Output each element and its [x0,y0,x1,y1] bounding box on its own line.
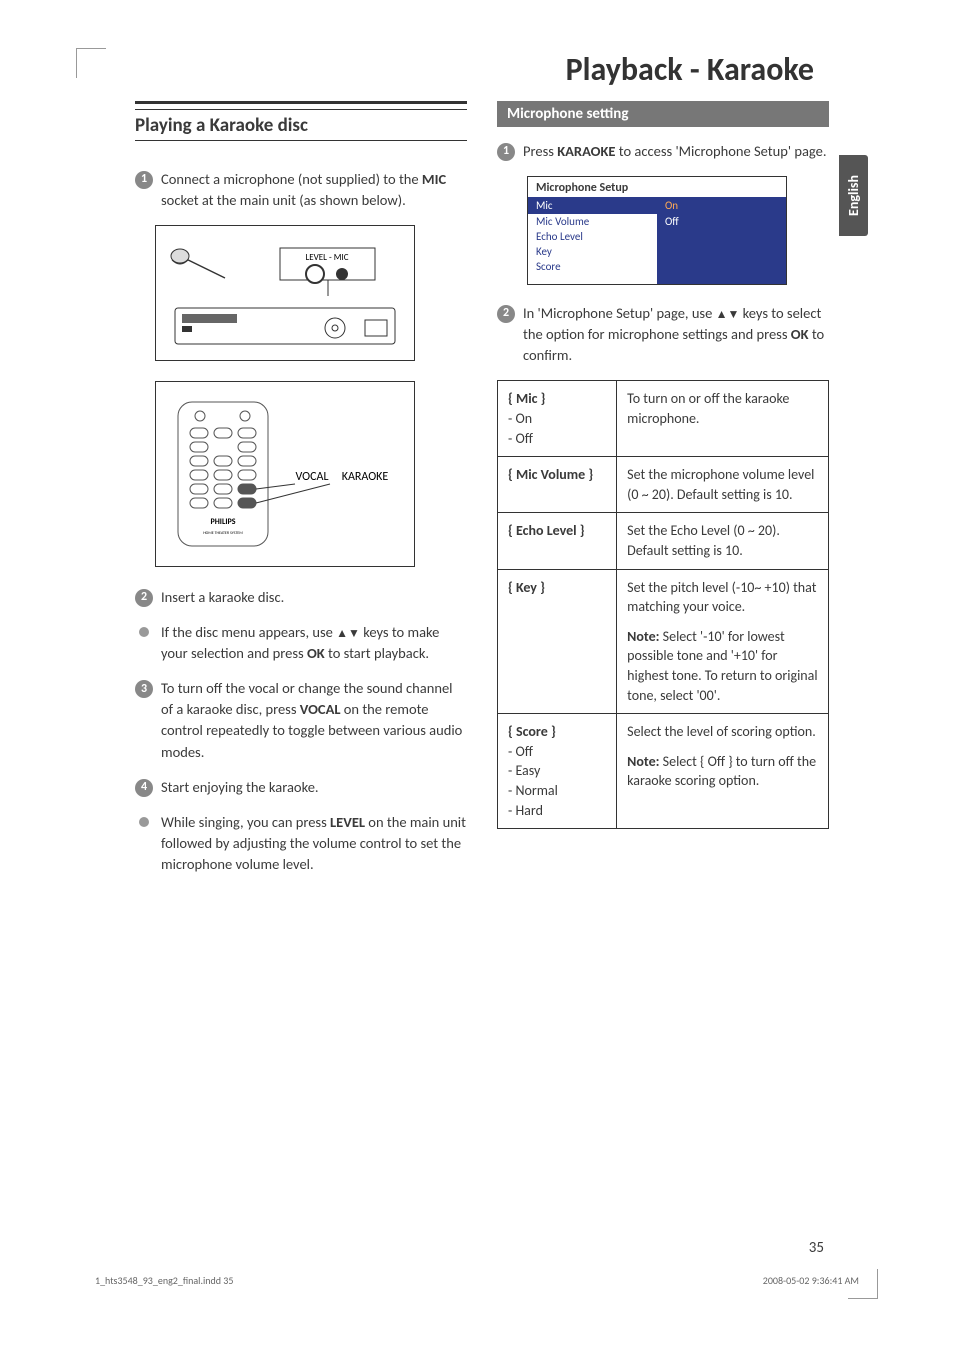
step-1-text: Connect a microphone (not supplied) to t… [161,169,467,211]
mic-setup-on: On [657,197,786,214]
settings-label: { Echo Level } [498,513,617,569]
bullet-marker [139,817,149,827]
mic-setup-item: Mic Volume [528,214,657,229]
step-2-marker: 2 [135,589,153,607]
mic-setup-item: Echo Level [528,229,657,244]
subheading: Microphone setting [497,101,829,127]
vocal-label: VOCAL [296,470,329,484]
svg-text:PHILIPS: PHILIPS [211,517,236,527]
bullet-marker [139,627,149,637]
mic-setup-item: Score [528,259,657,274]
settings-desc: Select the level of scoring option.Note:… [617,714,829,829]
r-step-1-marker: 1 [497,143,515,161]
bullet-1-text: If the disc menu appears, use ▲▼ keys to… [161,622,467,664]
footer-left: 1_hts3548_93_eng2_final.indd 35 [95,1274,233,1287]
mic-setup-item: Key [528,244,657,259]
crop-mark-top-left [76,48,106,78]
page-number: 35 [809,1239,824,1257]
main-unit-illustration: LEVEL - MIC [155,225,415,361]
step-4-marker: 4 [135,779,153,797]
footer-right: 2008-05-02 9:36:41 AM [763,1274,859,1287]
settings-desc: Set the Echo Level (0 ~ 20). Default set… [617,513,829,569]
settings-table: { Mic }- On- OffTo turn on or off the ka… [497,380,829,829]
r-step-2-marker: 2 [497,305,515,323]
remote-illustration: PHILIPS HOME THEATER SYSTEM VOCAL KARAOK… [155,381,415,567]
mic-setup-title: Microphone Setup [528,177,786,197]
step-1-marker: 1 [135,171,153,189]
r-step-1-text: Press KARAOKE to access 'Microphone Setu… [523,141,829,162]
page-title: Playback - Karaoke [80,50,884,89]
mic-setup-off: Off [657,214,786,229]
mic-setup-right-panel: Off [657,214,786,284]
right-column: Microphone setting 1 Press KARAOKE to ac… [497,101,829,889]
settings-desc: Set the microphone volume level (0 ~ 20)… [617,457,829,513]
step-2-text: Insert a karaoke disc. [161,587,467,608]
step-3-marker: 3 [135,680,153,698]
settings-desc: To turn on or off the karaoke microphone… [617,381,829,457]
level-mic-label: LEVEL - MIC [305,252,348,263]
language-tab: English [839,155,868,236]
step-3-text: To turn off the vocal or change the soun… [161,678,467,762]
step-4-text: Start enjoying the karaoke. [161,777,467,798]
section-heading-text: Playing a Karaoke disc [135,109,467,137]
section-heading: Playing a Karaoke disc [135,101,467,141]
r-step-2-text: In 'Microphone Setup' page, use ▲▼ keys … [523,303,829,366]
settings-label: { Score }- Off- Easy- Normal- Hard [498,714,617,829]
karaoke-label: KARAOKE [342,470,389,484]
mic-setup-selected: Mic [528,197,657,214]
microphone-setup-box: Microphone Setup Mic On Mic Volume Echo … [527,176,787,285]
settings-label: { Mic }- On- Off [498,381,617,457]
settings-desc: Set the pitch level (-10~ +10) that matc… [617,569,829,714]
left-column: Playing a Karaoke disc 1 Connect a micro… [135,101,467,889]
mic-setup-items: Mic Volume Echo Level Key Score [528,214,657,284]
bullet-2-text: While singing, you can press LEVEL on th… [161,812,467,875]
settings-label: { Mic Volume } [498,457,617,513]
settings-label: { Key } [498,569,617,714]
svg-text:HOME THEATER SYSTEM: HOME THEATER SYSTEM [203,531,243,536]
